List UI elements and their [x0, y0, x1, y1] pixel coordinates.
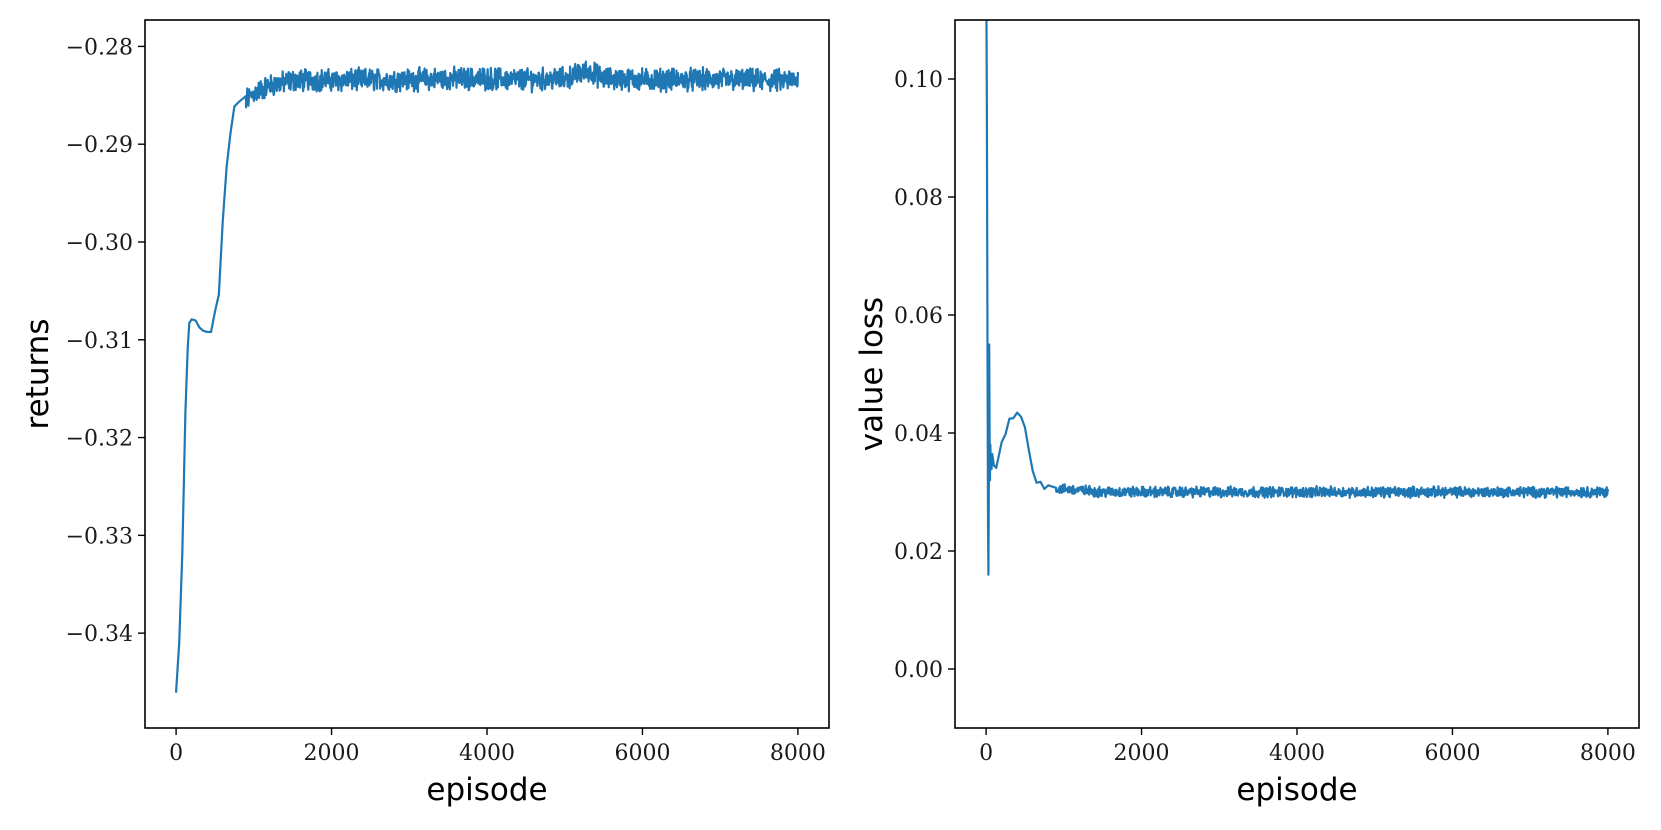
returns-x-tick-label: 0	[169, 741, 183, 766]
value-loss-y-tick-label: 0.00	[894, 658, 943, 683]
value-loss-y-tick-label: 0.04	[894, 422, 943, 447]
returns-x-tick-label: 8000	[770, 741, 826, 766]
returns-y-tick-label: −0.28	[66, 35, 133, 60]
value-loss-chart-panel: 0 2000 4000 6000 8000 0.000.020.040.060.080.…	[854, 19, 1640, 808]
returns-y-axis-label: returns	[20, 319, 56, 430]
returns-x-axis-label: episode	[426, 772, 547, 808]
value-loss-x-tick-label: 2000	[1114, 741, 1170, 766]
value-loss-y-tick-label: 0.10	[894, 68, 943, 93]
returns-y-axis: −0.34 −0.33 −0.32 −0.31 −0.30 −0.29 −0.28	[66, 35, 145, 647]
returns-y-tick-label: −0.34	[66, 622, 133, 647]
returns-series-layer	[174, 60, 800, 693]
value-loss-series-line	[985, 20, 1610, 576]
returns-x-tick-label: 6000	[614, 741, 670, 766]
value-loss-y-tick-label: 0.02	[894, 540, 943, 565]
value-loss-y-axis-label: value loss	[854, 297, 890, 451]
value-loss-x-axis: 0 2000 4000 6000 8000	[979, 728, 1636, 766]
value-loss-plot-frame	[954, 19, 1640, 729]
value-loss-x-tick-label: 4000	[1269, 741, 1325, 766]
returns-y-tick-label: −0.33	[66, 524, 133, 549]
returns-x-axis: 0 2000 4000 6000 8000	[169, 728, 826, 766]
returns-chart-panel: 0 2000 4000 6000 8000 −0.34−0.33−0.32−0.31−0…	[20, 19, 830, 808]
returns-y-tick-label: −0.32	[66, 427, 133, 452]
value-loss-x-tick-label: 0	[979, 741, 993, 766]
value-loss-x-tick-label: 8000	[1580, 741, 1636, 766]
value-loss-y-tick-label: 0.08	[894, 186, 943, 211]
returns-plot-frame	[144, 19, 830, 729]
returns-x-tick-label: 2000	[304, 741, 360, 766]
value-loss-y-tick-label: 0.06	[894, 304, 943, 329]
value-loss-x-tick-label: 6000	[1424, 741, 1480, 766]
returns-y-tick-label: −0.29	[66, 133, 133, 158]
returns-y-tick-label: −0.31	[66, 329, 133, 354]
value-loss-series-layer	[985, 20, 1610, 576]
returns-x-tick-label: 4000	[459, 741, 515, 766]
value-loss-y-axis: 0.00 0.02 0.04 0.06 0.08 0.10	[894, 68, 955, 683]
value-loss-x-axis-label: episode	[1236, 772, 1357, 808]
returns-series-line	[174, 60, 800, 693]
returns-y-tick-label: −0.30	[66, 231, 133, 256]
